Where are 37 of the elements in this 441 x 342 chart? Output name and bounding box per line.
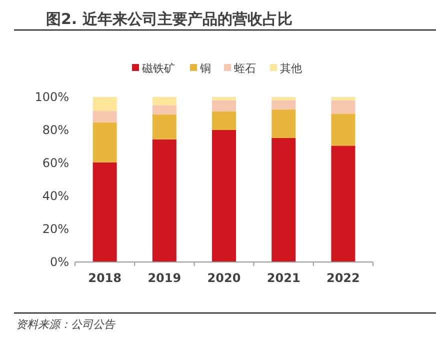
bar xyxy=(212,100,236,112)
bar xyxy=(92,111,117,122)
bar xyxy=(331,114,356,146)
bar xyxy=(92,122,117,162)
x-tick-label: 2020 xyxy=(207,271,241,285)
bar xyxy=(92,162,117,262)
bar xyxy=(212,97,236,100)
bar xyxy=(272,138,296,262)
legend-label: 铜 xyxy=(199,62,211,75)
x-tick-label: 2021 xyxy=(266,271,300,285)
text: 资料来源：公司公告 xyxy=(16,318,116,331)
bar xyxy=(212,111,236,130)
bar xyxy=(152,105,176,114)
legend-label: 磁铁矿 xyxy=(141,62,175,75)
x-tick-label: 2022 xyxy=(326,271,360,285)
legend-label: 其他 xyxy=(280,62,302,75)
legend-label: 蛭石 xyxy=(234,62,256,75)
y-tick-label: 20% xyxy=(42,222,69,236)
x-tick-label: 2018 xyxy=(88,271,122,285)
bar xyxy=(212,130,236,262)
bar xyxy=(331,97,356,100)
y-tick-label: 80% xyxy=(42,123,69,137)
bar xyxy=(272,109,296,138)
y-tick-label: 0% xyxy=(50,255,69,269)
bar xyxy=(272,100,296,110)
y-tick-label: 100% xyxy=(34,90,69,104)
bar xyxy=(152,114,176,140)
x-tick-label: 2019 xyxy=(148,271,182,285)
y-tick-label: 40% xyxy=(42,189,69,203)
bar xyxy=(152,97,176,106)
bar xyxy=(331,100,356,114)
y-tick-label: 60% xyxy=(42,156,69,170)
bar xyxy=(152,139,176,262)
bar xyxy=(331,146,356,262)
bar xyxy=(272,97,296,100)
chart-title: 图2. 近年来公司主要产品的营收占比 xyxy=(46,10,292,28)
bar xyxy=(92,97,117,112)
